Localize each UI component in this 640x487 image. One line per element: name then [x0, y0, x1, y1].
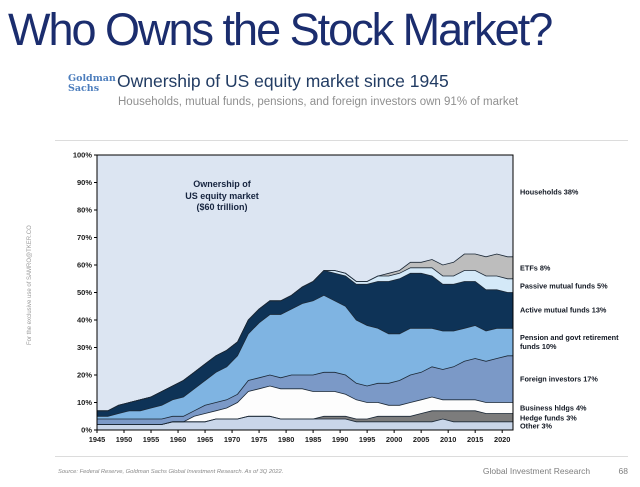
- footer: Global Investment Research 68: [457, 466, 628, 476]
- x-tick-label: 1985: [305, 435, 321, 444]
- x-tick-label: 2020: [494, 435, 510, 444]
- y-tick-label: 60%: [77, 261, 92, 270]
- goldman-sachs-logo: Goldman Sachs: [68, 74, 116, 93]
- x-tick-label: 1955: [143, 435, 159, 444]
- legend-pension-govt-retirement: Pension and govt retirement funds 10%: [520, 332, 619, 351]
- area-active-mutual-funds: [97, 270, 513, 417]
- area-households: [97, 155, 513, 411]
- y-tick-label: 10%: [77, 398, 92, 407]
- y-tick-label: 50%: [77, 288, 92, 297]
- legend-etfs: ETFs 8%: [520, 263, 551, 273]
- page-title: Who Owns the Stock Market?: [8, 4, 553, 55]
- legend-business-holdings: Business hldgs 4%: [520, 403, 587, 413]
- x-tick-label: 1990: [332, 435, 348, 444]
- x-tick-label: 2005: [413, 435, 429, 444]
- boundary-foreign-investors: [97, 355, 513, 420]
- y-tick-label: 0%: [81, 426, 92, 435]
- source-note: Source: Federal Reserve, Goldman Sachs G…: [58, 469, 284, 475]
- y-tick-label: 90%: [77, 178, 92, 187]
- x-tick-label: 1970: [224, 435, 240, 444]
- chart-canvas: 0% 10% 20% 30% 40% 50% 60% 70% 80% 90% 100% 1945 195…: [73, 151, 514, 444]
- footer-divider: [55, 456, 628, 457]
- x-tick-label: 1980: [278, 435, 294, 444]
- x-tick-label: 1960: [170, 435, 186, 444]
- x-tick-label: 1975: [251, 435, 267, 444]
- y-tick-label: 70%: [77, 233, 92, 242]
- legend-active-mutual-funds: Active mutual funds 13%: [520, 305, 607, 315]
- footer-page-number: 68: [618, 466, 628, 476]
- x-tick-label: 2000: [386, 435, 402, 444]
- boundary-etfs: [97, 253, 513, 412]
- boundary-business-holdings: [97, 385, 513, 425]
- footer-department: Global Investment Research: [482, 466, 591, 476]
- area-pension-govt-retirement: [97, 295, 513, 419]
- chart-annotation: Ownership of US equity market ($60 trill…: [185, 179, 259, 213]
- y-tick-label: 80%: [77, 206, 92, 215]
- header-divider: [55, 140, 628, 141]
- report-title: Ownership of US equity market since 1945: [117, 71, 449, 91]
- x-tick-label: 1950: [116, 435, 132, 444]
- area-foreign-investors: [97, 355, 513, 425]
- legend-hedge-funds: Hedge funds 3%: [520, 413, 577, 423]
- logo-line-1: Goldman: [68, 73, 116, 84]
- logo-line-2: Sachs: [68, 82, 100, 94]
- legend-other: Other 3%: [520, 421, 553, 431]
- legend-foreign-investors: Foreign investors 17%: [520, 374, 598, 384]
- area-hedge-funds: [97, 410, 513, 425]
- x-tick-label: 2015: [467, 435, 483, 444]
- x-tick-label: 1965: [197, 435, 213, 444]
- stacked-area-chart: 0% 10% 20% 30% 40% 50% 60% 70% 80% 90% 100% 1945 195…: [62, 141, 628, 455]
- y-tick-label: 100%: [73, 151, 93, 160]
- legend-households: Households 38%: [520, 187, 579, 197]
- legend-passive-mutual-funds: Passive mutual funds 5%: [520, 281, 608, 291]
- x-tick-label: 1995: [359, 435, 375, 444]
- exclusive-use-watermark: For the exclusive use of SAMRO@TKER.CO: [27, 225, 33, 345]
- y-tick-label: 30%: [77, 343, 92, 352]
- report-subtitle: Households, mutual funds, pensions, and …: [118, 96, 519, 108]
- area-etfs: [97, 254, 513, 411]
- y-tick-label: 40%: [77, 316, 92, 325]
- x-tick-label: 1945: [89, 435, 105, 444]
- y-tick-label: 20%: [77, 371, 92, 380]
- boundary-pension-govt-retirement: [97, 294, 513, 417]
- x-tick-label: 2010: [440, 435, 456, 444]
- area-other: [97, 416, 513, 430]
